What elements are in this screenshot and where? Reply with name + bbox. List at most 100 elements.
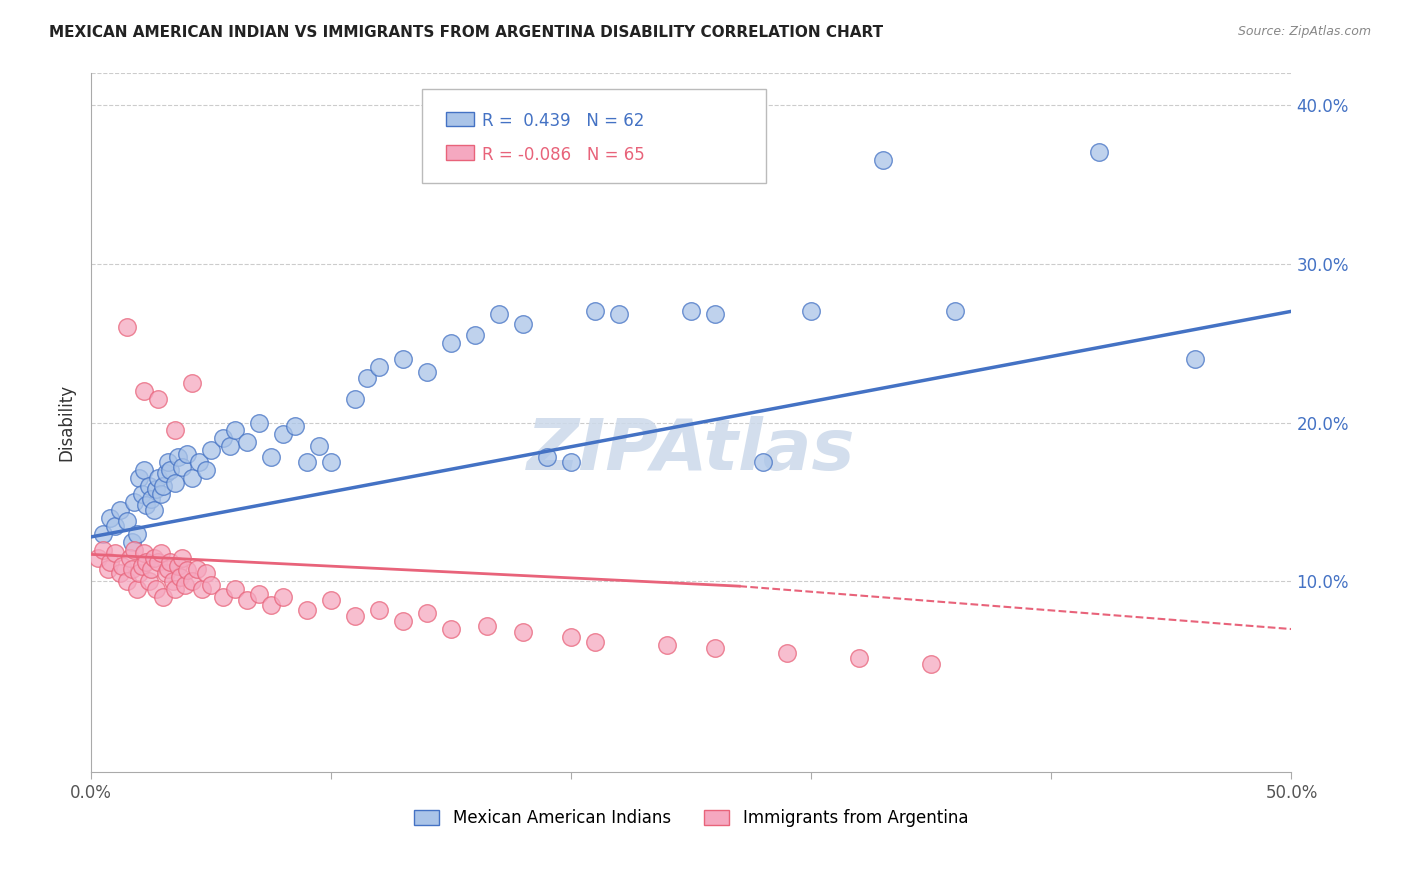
Point xyxy=(141,562,163,576)
Point xyxy=(704,641,727,656)
Point xyxy=(368,603,391,617)
Point xyxy=(247,587,270,601)
Point xyxy=(169,569,191,583)
Point xyxy=(536,450,558,465)
Point xyxy=(135,555,157,569)
Point xyxy=(186,562,208,576)
Text: Source: ZipAtlas.com: Source: ZipAtlas.com xyxy=(1237,25,1371,38)
Point xyxy=(91,526,114,541)
Point xyxy=(125,582,148,597)
Point xyxy=(152,479,174,493)
Point xyxy=(657,638,679,652)
Point xyxy=(98,555,121,569)
Point xyxy=(176,563,198,577)
Point xyxy=(172,550,194,565)
Point xyxy=(121,534,143,549)
Point xyxy=(152,591,174,605)
Y-axis label: Disability: Disability xyxy=(58,384,75,461)
Point xyxy=(108,566,131,581)
Point xyxy=(115,514,138,528)
Point xyxy=(800,304,823,318)
Point xyxy=(190,582,212,597)
Point xyxy=(440,622,463,636)
Point xyxy=(464,328,486,343)
Point xyxy=(872,153,894,168)
Point xyxy=(284,418,307,433)
Point xyxy=(87,550,110,565)
Point xyxy=(271,426,294,441)
Point xyxy=(681,304,703,318)
Point xyxy=(236,593,259,607)
Point xyxy=(212,431,235,445)
Point xyxy=(166,450,188,465)
Point xyxy=(115,320,138,334)
Point xyxy=(142,503,165,517)
Point xyxy=(138,574,160,589)
Point xyxy=(148,555,170,569)
Point xyxy=(356,371,378,385)
Point xyxy=(704,308,727,322)
Point xyxy=(224,582,246,597)
Point xyxy=(368,359,391,374)
Point xyxy=(195,566,218,581)
Point xyxy=(920,657,942,671)
Point xyxy=(149,546,172,560)
Point xyxy=(111,558,134,573)
Point xyxy=(131,558,153,573)
Point xyxy=(124,542,146,557)
Point xyxy=(560,630,582,644)
Point xyxy=(583,634,606,648)
Point xyxy=(166,558,188,573)
Point xyxy=(224,424,246,438)
Point xyxy=(176,447,198,461)
Point xyxy=(219,439,242,453)
Point xyxy=(181,471,204,485)
Point xyxy=(165,424,187,438)
Text: R =  0.439   N = 62: R = 0.439 N = 62 xyxy=(482,112,644,130)
Point xyxy=(104,518,127,533)
Point xyxy=(142,550,165,565)
Text: MEXICAN AMERICAN INDIAN VS IMMIGRANTS FROM ARGENTINA DISABILITY CORRELATION CHAR: MEXICAN AMERICAN INDIAN VS IMMIGRANTS FR… xyxy=(49,25,883,40)
Point xyxy=(416,606,439,620)
Point xyxy=(607,308,630,322)
Point xyxy=(155,566,177,581)
Point xyxy=(488,308,510,322)
Point xyxy=(392,351,415,366)
Point xyxy=(560,455,582,469)
Point xyxy=(172,460,194,475)
Point xyxy=(159,555,181,569)
Point xyxy=(115,574,138,589)
Point xyxy=(165,475,187,490)
Point xyxy=(91,542,114,557)
Point xyxy=(1088,145,1111,160)
Point xyxy=(148,471,170,485)
Point xyxy=(200,442,222,457)
Point xyxy=(344,392,367,406)
Point xyxy=(165,582,187,597)
Point xyxy=(132,384,155,398)
Point xyxy=(132,463,155,477)
Point xyxy=(138,479,160,493)
Point xyxy=(128,566,150,581)
Point xyxy=(162,574,184,589)
Point xyxy=(121,562,143,576)
Point xyxy=(440,336,463,351)
Point xyxy=(156,455,179,469)
Point xyxy=(97,562,120,576)
Point xyxy=(125,526,148,541)
Point xyxy=(512,317,534,331)
Point xyxy=(344,609,367,624)
Point xyxy=(583,304,606,318)
Point xyxy=(236,434,259,449)
Point xyxy=(173,577,195,591)
Point xyxy=(512,625,534,640)
Point xyxy=(321,593,343,607)
Point xyxy=(118,550,141,565)
Point xyxy=(416,365,439,379)
Point xyxy=(776,646,799,660)
Point xyxy=(195,463,218,477)
Point xyxy=(212,591,235,605)
Point xyxy=(295,603,318,617)
Point xyxy=(159,463,181,477)
Point xyxy=(148,392,170,406)
